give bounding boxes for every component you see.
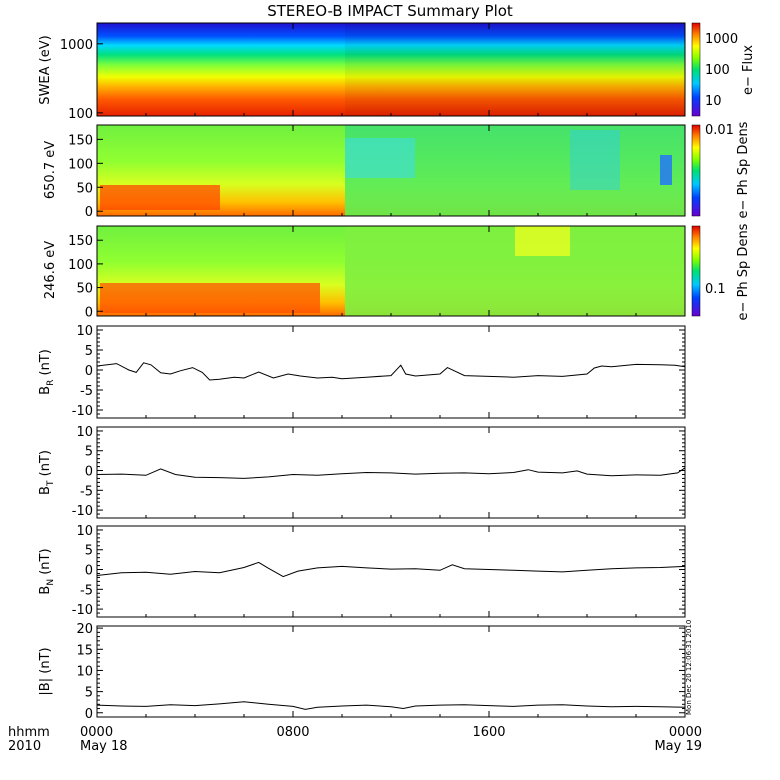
pad246-panel: 150 100 50 0 246.6 eV 0.1 e− Ph Sp Dens [43, 223, 751, 320]
time-tick-date: May 18 [80, 739, 128, 754]
panel-abs-babs--tick-label: 20 [76, 622, 93, 637]
panel-bn-ylabel: BN (nT) [38, 548, 56, 594]
pad246-colorbar-label: e− Ph Sp Dens [736, 223, 751, 320]
panel-bt-tick-label: -10 [72, 504, 93, 519]
panel-bn-series-line [96, 561, 686, 578]
pad650-colorbar [691, 124, 701, 217]
panel-abs-babs--tick-label: 0 [85, 707, 93, 722]
panel-br-ylabel: BR (nT) [38, 349, 56, 395]
panel-br-tick-label: -10 [72, 404, 93, 419]
panel-abs-babs--series-line [96, 701, 686, 710]
swea-colorbar-tick: 100 [705, 63, 730, 78]
panel-bt-series-line [96, 467, 686, 479]
pad246-ylabel: 246.6 eV [43, 241, 58, 299]
time-row-label-year: 2010 [8, 739, 41, 754]
panel-bn: 10 5 0 -5 -10 BN (nT) [38, 524, 686, 618]
panel-abs-babs-: 20 15 10 5 0 |B| (nT) [38, 622, 686, 722]
panel-abs-babs--ylabel: |B| (nT) [38, 647, 53, 695]
panel-bt-tick-label: 5 [85, 445, 93, 460]
panel-bn-tick-label: 5 [85, 544, 93, 559]
pad650-blue-patch [660, 155, 672, 185]
time-tick-date: May 19 [654, 739, 702, 754]
panel-br-tick-label: 0 [85, 364, 93, 379]
panel-bt-ylabel-main: B [38, 486, 53, 495]
swea-colorbar-label: e− Flux [741, 45, 756, 95]
pad246-colorbar [691, 225, 701, 317]
panel-bn-frame [96, 525, 686, 618]
panel-abs-babs--ylabel-unit: (nT) [38, 647, 53, 677]
panel-br-ylabel-main: B [38, 386, 53, 395]
pad246-tick-label: 0 [85, 305, 93, 320]
panel-bt-ylabel: BT (nT) [38, 450, 56, 495]
swea-tick-label: 1000 [60, 38, 93, 53]
panel-bn-ylabel-unit: (nT) [38, 548, 53, 578]
panel-bn-tick-label: 0 [85, 564, 93, 579]
pad246-y-axis: 150 100 50 0 [68, 234, 103, 320]
pad650-tick-label: 150 [68, 133, 93, 148]
pad650-tick-label: 100 [68, 157, 93, 172]
pad246-red-patch [100, 283, 320, 313]
pad650-tick-label: 0 [85, 205, 93, 220]
creation-timestamp: Mon Dec 20 12:06:31 2010 [685, 620, 693, 715]
panel-abs-babs--tick-label: 5 [85, 686, 93, 701]
pad246-tick-label: 100 [68, 258, 93, 273]
swea-colorbar-axis: 1000 100 10 [705, 32, 738, 109]
panel-br-frame [96, 325, 686, 419]
time-tick-label: 0800 [276, 725, 309, 740]
time-tick-label: 1600 [472, 725, 505, 740]
panel-abs-babs--tick-label: 15 [76, 643, 93, 658]
panel-abs-babs--tick-label: 10 [76, 664, 93, 679]
panel-bt-ylabel-sub: T [46, 480, 56, 487]
time-row-label-hhmm: hhmm [8, 725, 50, 740]
pad650-cyan-patch-2 [570, 130, 620, 190]
panel-br-series-line [96, 362, 686, 381]
swea-colorbar-tick: 10 [705, 94, 722, 109]
swea-spectrogram [97, 23, 685, 116]
swea-panel: 1000 100 SWEA (eV) 1000 100 10 e− Flux [38, 22, 756, 122]
panel-bt-tick-label: 0 [85, 465, 93, 480]
swea-shade [345, 23, 685, 116]
time-tick-label: 0000 [669, 725, 702, 740]
pad650-red-patch [100, 185, 220, 210]
panel-br: 10 5 0 -5 -10 BR (nT) [38, 324, 686, 419]
pad650-cyan-patch [345, 138, 415, 178]
panel-bn-tick-label: -5 [80, 583, 93, 598]
pad246-colorbar-tick: 0.1 [705, 282, 726, 297]
pad650-colorbar-tick: 0.01 [705, 123, 734, 138]
panel-br-ylabel-sub: R [46, 380, 56, 386]
panel-br-tick-label: 10 [76, 324, 93, 339]
swea-colorbar-tick: 1000 [705, 32, 738, 47]
pad650-ylabel: 650.7 eV [43, 141, 58, 199]
swea-tick-label: 100 [68, 107, 93, 122]
panel-bt: 10 5 0 -5 -10 BT (nT) [38, 425, 686, 519]
time-tick-label: 0000 [80, 725, 113, 740]
pad246-tick-label: 150 [68, 234, 93, 249]
pad650-y-axis: 150 100 50 0 [68, 133, 103, 220]
panel-bn-ylabel-main: B [38, 586, 53, 595]
panel-abs-babs--frame [96, 625, 686, 718]
panel-bt-tick-label: -5 [80, 484, 93, 499]
swea-y-axis: 1000 100 [60, 38, 103, 122]
panel-abs-babs--ylabel-main: |B| [38, 678, 53, 696]
pad246-tick-label: 50 [76, 282, 93, 297]
pad650-colorbar-label: e− Ph Sp Dens [736, 121, 751, 218]
swea-colorbar [691, 22, 701, 117]
panel-bt-tick-label: 10 [76, 425, 93, 440]
panel-br-tick-label: 5 [85, 344, 93, 359]
panel-bn-tick-label: 10 [76, 524, 93, 539]
swea-ylabel: SWEA (eV) [38, 35, 53, 104]
pad650-panel: 150 100 50 0 650.7 eV 0.01 e− Ph Sp Dens [43, 121, 751, 220]
pad650-tick-label: 50 [76, 181, 93, 196]
panel-br-tick-label: -5 [80, 384, 93, 399]
panel-bn-tick-label: -10 [72, 603, 93, 618]
panel-br-ylabel-unit: (nT) [38, 349, 53, 379]
plot-title: STEREO-B IMPACT Summary Plot [267, 2, 513, 20]
panel-bt-ylabel-unit: (nT) [38, 450, 53, 480]
panel-bn-ylabel-sub: N [46, 579, 56, 586]
pad246-yellow-patch [515, 226, 570, 256]
